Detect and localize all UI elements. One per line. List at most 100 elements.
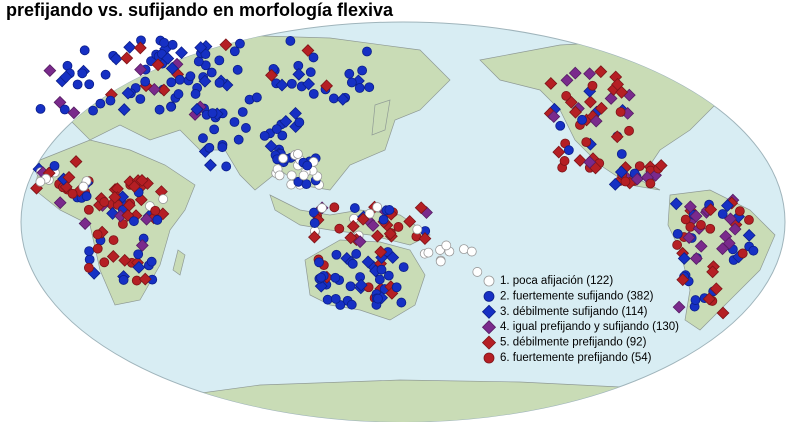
language-marker xyxy=(354,83,365,93)
language-marker xyxy=(724,212,737,226)
language-marker xyxy=(317,203,327,213)
language-marker xyxy=(209,124,220,135)
language-marker xyxy=(193,56,204,67)
language-marker xyxy=(271,124,282,134)
language-marker xyxy=(634,161,645,172)
language-marker xyxy=(373,293,383,304)
language-marker xyxy=(704,203,718,217)
language-marker xyxy=(722,236,736,250)
language-marker xyxy=(654,159,668,172)
language-marker xyxy=(62,170,76,184)
language-marker xyxy=(645,178,656,189)
language-marker xyxy=(559,156,570,166)
legend-label: 1. poca afijación (122) xyxy=(500,275,613,287)
language-marker xyxy=(336,92,350,106)
language-marker xyxy=(364,82,375,93)
language-marker xyxy=(334,223,345,234)
language-marker xyxy=(423,247,434,258)
language-marker xyxy=(604,92,618,105)
language-marker xyxy=(229,46,240,57)
language-marker xyxy=(131,275,142,286)
language-marker xyxy=(308,88,319,99)
language-marker xyxy=(584,95,597,109)
language-marker xyxy=(35,104,46,114)
marker-layer xyxy=(30,35,759,320)
language-marker xyxy=(78,217,92,230)
language-marker xyxy=(140,76,151,87)
language-marker xyxy=(371,229,384,243)
language-marker xyxy=(99,257,110,268)
language-marker xyxy=(706,265,720,279)
language-marker xyxy=(108,235,119,245)
legend-label: 6. fuertemente prefijando (54) xyxy=(500,352,652,364)
language-marker xyxy=(265,68,278,82)
language-marker xyxy=(92,243,103,254)
language-marker xyxy=(302,77,316,91)
language-marker xyxy=(134,63,147,77)
language-marker xyxy=(166,101,176,112)
language-marker xyxy=(581,137,592,148)
language-marker xyxy=(108,190,122,204)
language-marker xyxy=(133,249,144,260)
language-marker xyxy=(138,272,152,286)
language-marker xyxy=(544,77,558,90)
language-marker xyxy=(132,260,146,274)
language-marker xyxy=(185,71,196,82)
language-marker xyxy=(610,130,624,144)
language-marker xyxy=(190,102,204,116)
language-marker xyxy=(374,245,388,259)
language-marker xyxy=(123,40,137,54)
language-marker xyxy=(689,252,703,265)
language-marker xyxy=(391,282,402,293)
language-marker xyxy=(356,212,370,226)
language-marker xyxy=(552,145,566,159)
language-marker xyxy=(328,93,339,104)
language-marker xyxy=(414,201,428,215)
language-marker xyxy=(232,64,243,75)
language-marker xyxy=(72,79,83,90)
language-marker xyxy=(305,67,316,78)
language-marker xyxy=(672,240,683,250)
language-marker xyxy=(583,67,597,81)
language-marker xyxy=(167,39,178,50)
language-marker xyxy=(92,229,103,240)
language-marker xyxy=(689,209,703,223)
language-marker xyxy=(158,194,169,204)
language-marker xyxy=(134,193,148,207)
legend-symbol xyxy=(483,290,495,302)
legend: 1. poca afijación (122) 2. fuertemente su… xyxy=(481,275,679,364)
language-marker xyxy=(748,245,759,256)
language-marker xyxy=(361,255,375,269)
language-marker xyxy=(320,79,334,93)
language-marker xyxy=(298,170,309,181)
language-marker xyxy=(289,106,302,120)
language-marker xyxy=(569,105,582,119)
language-marker xyxy=(398,262,409,273)
language-marker xyxy=(121,86,135,100)
legend-label: 3. débilmente sufijando (114) xyxy=(500,306,648,318)
language-marker xyxy=(77,68,88,79)
language-marker xyxy=(207,108,218,119)
language-marker xyxy=(229,117,240,127)
language-marker xyxy=(78,181,89,192)
language-marker xyxy=(351,249,362,259)
language-marker xyxy=(118,275,129,285)
language-marker xyxy=(594,65,608,79)
language-marker xyxy=(174,74,185,85)
language-marker xyxy=(441,240,452,251)
legend-symbol xyxy=(481,320,497,335)
language-marker xyxy=(620,176,631,187)
language-marker xyxy=(35,176,46,187)
language-marker xyxy=(190,89,201,99)
language-marker xyxy=(696,220,706,230)
language-marker xyxy=(157,83,171,97)
language-marker xyxy=(109,52,123,66)
language-marker xyxy=(624,125,634,136)
language-marker xyxy=(630,172,644,186)
language-marker xyxy=(279,115,293,128)
language-marker xyxy=(219,38,233,52)
language-marker xyxy=(709,282,723,296)
language-marker xyxy=(53,196,67,210)
language-marker xyxy=(206,67,217,78)
